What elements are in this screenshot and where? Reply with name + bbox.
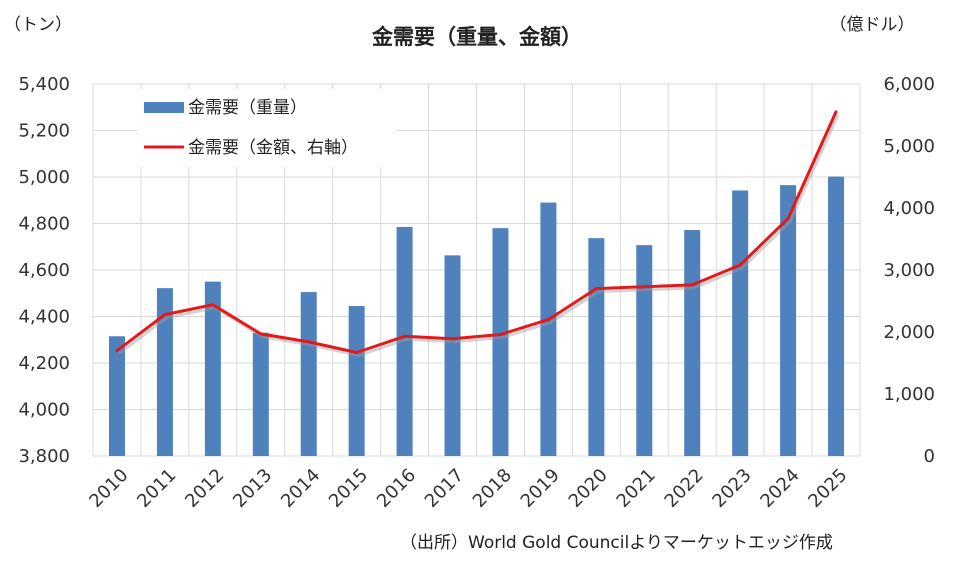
line-point (786, 217, 790, 221)
line-point (834, 110, 838, 114)
left-tick-label: 5,400 (18, 74, 70, 95)
left-tick-label: 4,200 (18, 353, 70, 374)
bar (204, 281, 221, 456)
bar (684, 230, 701, 456)
left-axis-ticks: 3,800 4,000 4,200 4,400 4,600 4,800 5,000 5,200… (18, 74, 70, 467)
left-tick-label: 4,600 (18, 260, 70, 281)
x-tick-label: 2025 (804, 465, 851, 512)
x-tick-label: 2021 (613, 465, 660, 512)
line-point (403, 334, 407, 338)
bar (444, 255, 461, 456)
bar (348, 306, 365, 456)
bar (396, 226, 413, 456)
right-tick-label: 3,000 (883, 260, 935, 281)
x-tick-label: 2015 (325, 465, 372, 512)
legend-bar-swatch (144, 102, 184, 113)
bar (732, 190, 749, 457)
bar (156, 288, 173, 456)
left-tick-label: 4,800 (18, 214, 70, 235)
x-tick-label: 2013 (229, 465, 276, 512)
line-point (307, 340, 311, 344)
x-tick-label: 2018 (469, 465, 516, 512)
line-path (116, 111, 838, 354)
right-tick-label: 5,000 (883, 136, 935, 157)
x-tick-label: 2017 (421, 465, 468, 512)
line-point (594, 287, 598, 291)
right-axis-ticks: 0 1,000 2,000 3,000 4,000 5,000 6,000 (883, 74, 935, 467)
bar (780, 185, 797, 456)
x-tick-label: 2014 (277, 465, 324, 512)
line-series (115, 110, 840, 357)
x-tick-label: 2019 (517, 465, 564, 512)
right-tick-label: 4,000 (883, 198, 935, 219)
legend: 金需要（重量） 金需要（金額、右軸） (138, 89, 396, 167)
left-tick-label: 5,000 (18, 167, 70, 188)
x-tick-label: 2024 (756, 465, 803, 512)
line-point (642, 285, 646, 289)
bar (588, 238, 605, 456)
left-tick-label: 4,000 (18, 400, 70, 421)
right-tick-label: 0 (924, 446, 935, 467)
line-point (355, 350, 359, 354)
left-tick-label: 4,400 (18, 307, 70, 328)
bar (636, 245, 653, 456)
left-tick-label: 5,200 (18, 121, 70, 142)
bar-series (108, 176, 845, 457)
bar (108, 336, 125, 456)
line-point (163, 313, 167, 317)
right-axis-unit: （億ドル） (830, 15, 915, 35)
x-tick-label: 2023 (708, 465, 755, 512)
line-point (546, 318, 550, 322)
line-point (690, 283, 694, 287)
line-point (115, 349, 119, 353)
right-tick-label: 2,000 (883, 322, 935, 343)
x-tick-label: 2010 (85, 465, 132, 512)
line-point (738, 263, 742, 267)
source-note: （出所）World Gold Councilよりマーケットエッジ作成 (400, 533, 833, 553)
bar (828, 176, 845, 456)
bar (300, 292, 317, 456)
x-tick-label: 2011 (133, 465, 180, 512)
line-point (259, 332, 263, 336)
right-tick-label: 6,000 (883, 74, 935, 95)
right-tick-label: 1,000 (883, 384, 935, 405)
bar (252, 332, 269, 456)
legend-bar-label: 金需要（重量） (188, 98, 307, 118)
line-point (498, 332, 502, 336)
line-point (451, 337, 455, 341)
x-tick-label: 2016 (373, 465, 420, 512)
line-shadow (118, 114, 840, 357)
bar (540, 202, 557, 456)
line-point (211, 303, 215, 307)
chart-title: 金需要（重量、金額） (371, 25, 582, 49)
left-tick-label: 3,800 (18, 446, 70, 467)
legend-line-label: 金需要（金額、右軸） (188, 138, 358, 158)
x-tick-label: 2012 (181, 465, 228, 512)
x-tick-label: 2020 (565, 465, 612, 512)
x-axis-ticks: 2010 2011 2012 2013 2014 2015 2016 2017 2018 2019… (85, 465, 851, 512)
x-tick-label: 2022 (661, 465, 708, 512)
bar (492, 228, 509, 456)
left-axis-unit: （トン） (4, 15, 72, 35)
